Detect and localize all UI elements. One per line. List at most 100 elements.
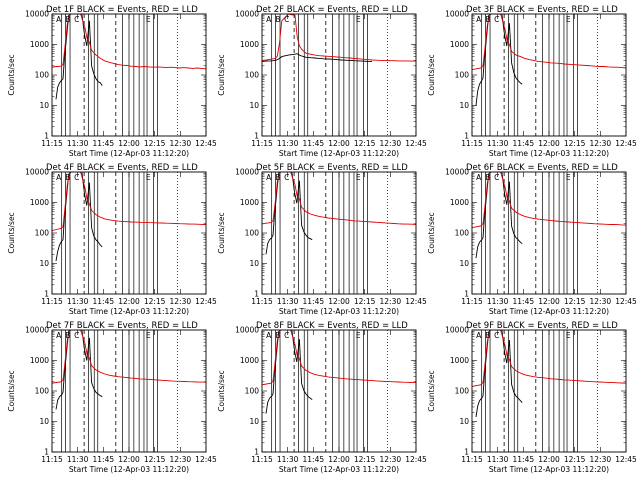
x-tick-label: 12:45 — [405, 139, 427, 148]
events-series-line — [55, 172, 103, 262]
y-tick-label: 10000 — [235, 168, 259, 177]
x-tick-label: 11:15 — [251, 139, 273, 148]
x-tick-label: 12:45 — [615, 139, 637, 148]
panel-title: Det 5F BLACK = Events, RED = LLD — [256, 163, 408, 173]
x-tick-label: 12:15 — [354, 297, 376, 306]
x-tick-label: 12:45 — [195, 139, 217, 148]
y-axis-label: Counts/sec — [427, 54, 436, 95]
events-series-line — [475, 14, 523, 106]
state-marker-label: C — [284, 331, 289, 340]
lld-series-line — [262, 14, 416, 62]
x-tick-label: 12:30 — [170, 139, 192, 148]
plot-frame — [261, 13, 417, 137]
y-tick-label: 10000 — [445, 326, 469, 335]
state-marker-label: E — [146, 15, 151, 24]
x-tick-label: 11:15 — [461, 455, 483, 464]
lld-series-line — [262, 330, 416, 386]
state-marker-label: C — [284, 173, 289, 182]
state-marker-label: C — [494, 173, 499, 182]
x-tick-label: 11:30 — [67, 139, 89, 148]
y-axis-label: Counts/sec — [7, 370, 16, 411]
x-tick-label: 12:00 — [538, 455, 560, 464]
state-marker-label: B — [275, 331, 280, 340]
panel-det-3: Det 3F BLACK = Events, RED = LLD 1 10 100 10… — [427, 5, 637, 158]
events-series-line — [475, 330, 523, 418]
y-tick-label: 1000 — [240, 356, 259, 365]
x-tick-label: 11:45 — [513, 297, 535, 306]
events-series-line — [55, 330, 103, 410]
lld-series-line — [472, 330, 626, 387]
events-series-line — [475, 172, 523, 259]
y-tick-label: 1 — [464, 132, 469, 141]
x-tick-label: 12:30 — [170, 455, 192, 464]
x-axis-label: Start Time (12-Apr-03 11:12:20) — [489, 149, 609, 158]
y-tick-label: 1000 — [30, 356, 49, 365]
y-tick-label: 1 — [44, 290, 49, 299]
x-tick-label: 12:45 — [405, 455, 427, 464]
lld-series-line — [472, 172, 626, 229]
x-tick-label: 11:15 — [41, 139, 63, 148]
lld-series-line — [472, 14, 626, 71]
x-tick-label: 12:30 — [590, 455, 612, 464]
y-tick-label: 10 — [459, 101, 469, 110]
events-series-line — [265, 172, 313, 255]
panel-det-9: Det 9F BLACK = Events, RED = LLD 1 10 100 10… — [427, 321, 637, 474]
x-axis-label: Start Time (12-Apr-03 11:12:20) — [279, 307, 399, 316]
x-axis-label: Start Time (12-Apr-03 11:12:20) — [279, 149, 399, 158]
state-marker-label: B — [275, 15, 280, 24]
x-tick-label: 12:00 — [118, 297, 140, 306]
x-tick-label: 11:45 — [303, 139, 325, 148]
y-tick-label: 1 — [44, 448, 49, 457]
panel-det-1: Det 1F BLACK = Events, RED = LLD 1 10 100 10… — [7, 5, 217, 158]
y-tick-label: 1000 — [240, 40, 259, 49]
state-marker-label: A — [266, 173, 272, 182]
panel-det-8: Det 8F BLACK = Events, RED = LLD 1 10 100 10… — [217, 321, 427, 474]
plot-frame — [261, 171, 417, 295]
panel-det-5: Det 5F BLACK = Events, RED = LLD 1 10 100 10… — [217, 163, 427, 316]
x-tick-label: 12:30 — [380, 297, 402, 306]
panel-det-2: Det 2F BLACK = Events, RED = LLD 1 10 100 10… — [217, 5, 427, 158]
x-tick-label: 12:15 — [564, 139, 586, 148]
y-tick-label: 10 — [249, 417, 259, 426]
y-axis-label: Counts/sec — [7, 212, 16, 253]
x-tick-label: 11:30 — [277, 139, 299, 148]
state-marker-label: B — [65, 173, 70, 182]
y-tick-label: 10000 — [25, 10, 49, 19]
panel-det-6: Det 6F BLACK = Events, RED = LLD 1 10 100 10… — [427, 163, 637, 316]
x-tick-label: 12:15 — [354, 139, 376, 148]
plot-frame — [51, 329, 207, 453]
y-tick-label: 100 — [35, 229, 50, 238]
events-series-line — [55, 14, 103, 100]
x-tick-label: 12:30 — [380, 139, 402, 148]
panel-title: Det 6F BLACK = Events, RED = LLD — [466, 163, 618, 173]
state-marker-label: E — [146, 331, 151, 340]
state-marker-label: B — [485, 331, 490, 340]
x-tick-label: 12:45 — [195, 297, 217, 306]
x-axis-label: Start Time (12-Apr-03 11:12:20) — [69, 149, 189, 158]
x-axis-label: Start Time (12-Apr-03 11:12:20) — [69, 465, 189, 474]
x-tick-label: 11:45 — [513, 455, 535, 464]
state-marker-label: E — [566, 331, 571, 340]
y-tick-label: 10 — [459, 417, 469, 426]
x-tick-label: 11:30 — [67, 455, 89, 464]
x-axis-label: Start Time (12-Apr-03 11:12:20) — [69, 307, 189, 316]
plot-frame — [261, 329, 417, 453]
state-marker-label: C — [74, 331, 79, 340]
state-marker-label: A — [266, 331, 272, 340]
x-tick-label: 12:45 — [195, 455, 217, 464]
y-tick-label: 10000 — [445, 168, 469, 177]
y-tick-label: 1 — [254, 448, 259, 457]
x-tick-label: 11:45 — [93, 455, 115, 464]
x-tick-label: 11:15 — [251, 455, 273, 464]
y-axis-label: Counts/sec — [427, 370, 436, 411]
y-tick-label: 1000 — [240, 198, 259, 207]
state-marker-label: A — [476, 15, 482, 24]
x-tick-label: 11:30 — [67, 297, 89, 306]
lld-series-line — [52, 14, 206, 70]
y-tick-label: 100 — [245, 71, 260, 80]
events-series-line — [262, 53, 373, 63]
state-marker-label: B — [65, 15, 70, 24]
y-tick-label: 10 — [249, 259, 259, 268]
panel-title: Det 4F BLACK = Events, RED = LLD — [46, 163, 198, 173]
